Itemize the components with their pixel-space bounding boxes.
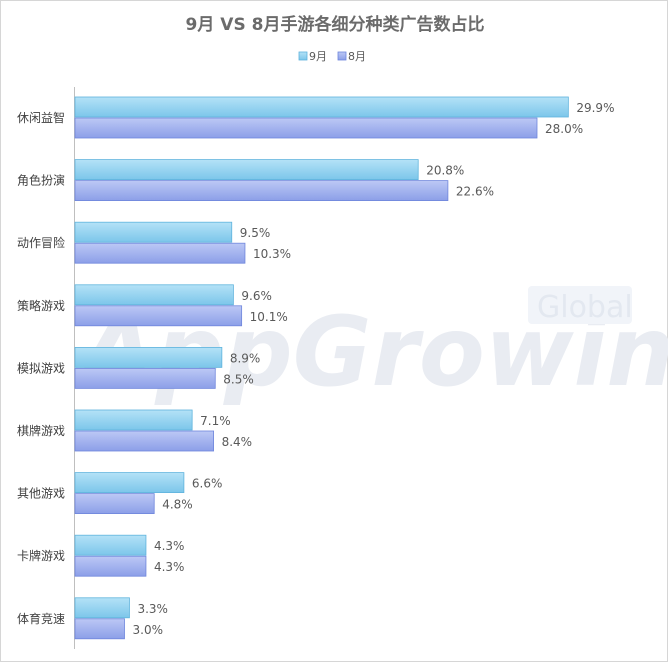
data-label: 29.9% (576, 101, 614, 115)
data-label: 4.3% (154, 539, 185, 553)
bar-sep (74, 472, 185, 494)
data-label: 22.6% (456, 185, 494, 199)
bar-aug (74, 117, 538, 139)
data-label: 6.6% (192, 477, 223, 491)
bar-aug (74, 305, 243, 327)
data-label: 4.8% (162, 498, 193, 512)
data-label: 9.5% (240, 226, 271, 240)
bar-sep (74, 597, 130, 619)
category-label: 动作冒险 (17, 235, 65, 250)
bar-aug (74, 180, 449, 202)
bar-aug (74, 242, 246, 264)
bar-aug (74, 493, 155, 515)
legend-swatch-2 (337, 51, 347, 61)
watermark-badge (528, 286, 632, 324)
legend-label-2: 8月 (348, 50, 366, 63)
bar-aug (74, 618, 125, 640)
data-label: 7.1% (200, 414, 231, 428)
bar-sep (74, 534, 147, 556)
bar-sep (74, 346, 223, 368)
data-label: 28.0% (545, 122, 583, 136)
legend-swatch-1 (298, 51, 308, 61)
data-label: 10.1% (250, 310, 288, 324)
data-label: 3.3% (137, 602, 168, 616)
bar-aug (74, 430, 215, 452)
plot-area: 休闲益智 29.9% 28.0% 角色扮演 20.8% 22.6% 动作冒险 9.5% 10.3… (17, 96, 614, 640)
category-label: 策略游戏 (17, 298, 65, 313)
category-label: 棋牌游戏 (17, 424, 65, 438)
category-label: 休闲益智 (17, 110, 65, 125)
data-label: 3.0% (133, 623, 164, 637)
bar-aug (74, 367, 216, 389)
category-label: 卡牌游戏 (17, 549, 65, 563)
category-label: 其他游戏 (17, 487, 65, 501)
legend-label-1: 9月 (309, 50, 327, 63)
category-label: 角色扮演 (17, 173, 65, 188)
data-label: 9.6% (241, 289, 272, 303)
bar-sep (74, 409, 193, 431)
bar-sep (74, 159, 419, 181)
watermark-badge-text: Global (537, 290, 633, 325)
data-label: 8.4% (222, 435, 253, 449)
bar-sep (74, 284, 234, 306)
category-label: 模拟游戏 (17, 361, 65, 375)
data-label: 10.3% (253, 247, 291, 261)
bar-sep (74, 96, 569, 118)
data-label: 20.8% (426, 164, 464, 178)
category-label: 体育竞速 (17, 611, 65, 626)
data-label: 8.5% (223, 372, 254, 386)
bar-aug (74, 555, 147, 577)
data-label: 4.3% (154, 560, 185, 574)
chart-title: 9月 VS 8月手游各细分种类广告数占比 (186, 14, 485, 35)
legend: 9月 8月 (298, 50, 366, 63)
bar-sep (74, 221, 233, 243)
data-label: 8.9% (230, 351, 261, 365)
